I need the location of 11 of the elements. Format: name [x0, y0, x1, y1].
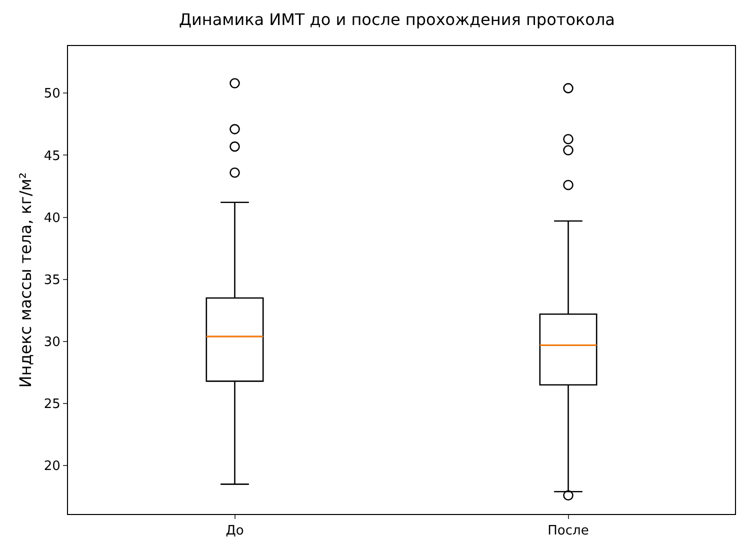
- x-tick-label: До: [226, 524, 244, 539]
- x-tick-label: После: [548, 524, 589, 539]
- y-tick-label: 45: [44, 148, 60, 164]
- chart-title: Динамика ИМТ до и после прохождения протокола: [178, 10, 615, 29]
- y-tick-label: 20: [44, 459, 60, 474]
- y-tick-label: 35: [44, 272, 60, 288]
- y-tick-label: 40: [44, 210, 60, 226]
- y-tick-label: 50: [44, 86, 60, 102]
- y-tick-label: 30: [44, 335, 60, 350]
- y-tick-label: 25: [44, 397, 60, 412]
- y-axis-title: Индекс массы тела, кг/м²: [16, 172, 35, 388]
